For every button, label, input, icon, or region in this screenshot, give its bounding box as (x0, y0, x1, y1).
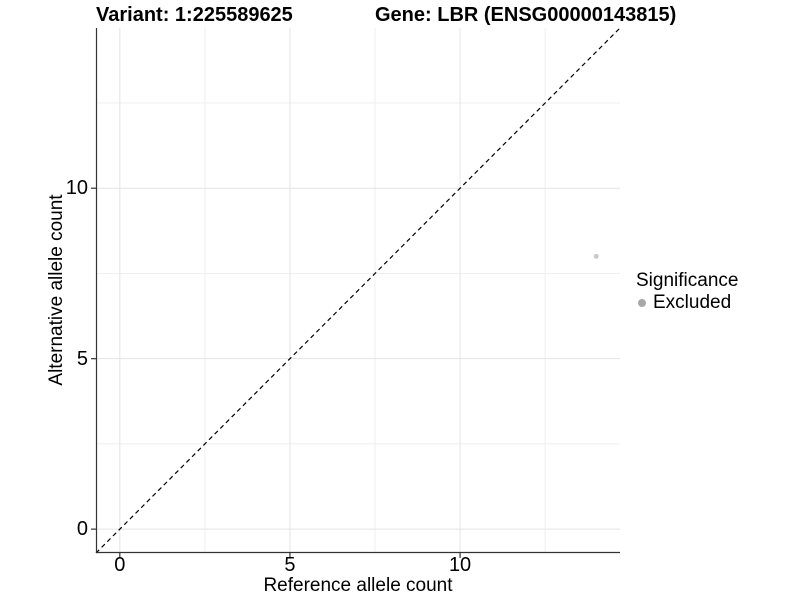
plot-title-gene: Gene: LBR (ENSG00000143815) (375, 4, 677, 26)
legend: Significance Excluded (636, 270, 738, 314)
legend-entry-label: Excluded (653, 292, 732, 313)
legend-entry-excluded: Excluded (636, 292, 738, 314)
data-point (593, 253, 599, 259)
legend-title: Significance (636, 270, 739, 291)
plot-panel (91, 27, 621, 558)
x-tick-label: 10 (448, 554, 472, 576)
plot-title-variant: Variant: 1:225589625 (96, 4, 293, 26)
legend-point-icon (638, 299, 646, 307)
x-tick-label: 5 (284, 554, 296, 576)
plot-canvas (91, 27, 621, 558)
y-tick-label: 0 (76, 518, 88, 541)
x-axis-title: Reference allele count (263, 575, 453, 596)
identity-dashed-line (95, 27, 621, 554)
y-tick-label: 10 (65, 177, 88, 200)
x-tick-label: 0 (114, 554, 126, 576)
y-tick-label: 5 (76, 347, 88, 370)
